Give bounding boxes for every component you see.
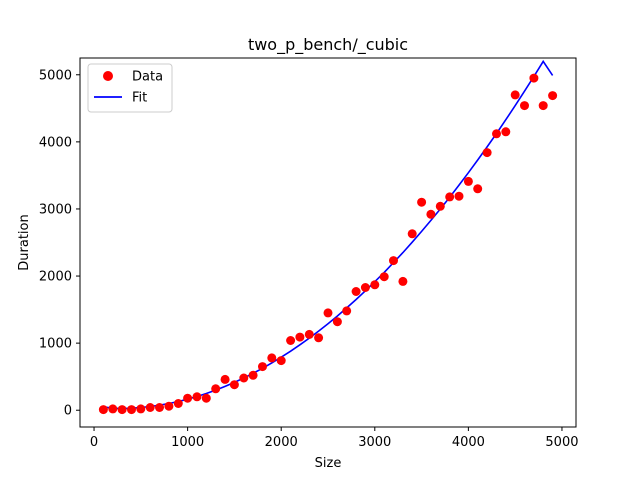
data-point <box>538 101 548 111</box>
data-point <box>379 272 389 282</box>
data-point <box>520 101 529 111</box>
data-point <box>548 91 558 101</box>
data-point <box>239 373 249 383</box>
x-tick-label: 2000 <box>265 435 298 450</box>
data-point <box>276 356 286 366</box>
legend-fit-label: Fit <box>132 91 147 106</box>
data-point <box>454 191 464 201</box>
data-point <box>360 283 370 292</box>
data-point <box>304 329 314 339</box>
y-tick-label: 4000 <box>39 135 72 150</box>
data-point <box>127 405 136 415</box>
y-tick-label: 1000 <box>39 337 72 352</box>
x-tick-label: 4000 <box>452 435 485 450</box>
x-tick-label: 5000 <box>545 435 578 450</box>
data-point <box>164 401 174 411</box>
data-point <box>258 362 267 372</box>
data-point <box>173 399 183 408</box>
data-point <box>463 176 473 186</box>
data-point <box>155 403 164 412</box>
data-point <box>108 404 118 414</box>
data-point <box>136 404 146 414</box>
data-point <box>510 90 520 100</box>
data-point <box>351 287 361 296</box>
data-point <box>370 280 380 290</box>
data-point <box>426 209 436 219</box>
x-tick-label: 3000 <box>358 435 391 450</box>
y-tick-label: 2000 <box>39 270 72 285</box>
data-point <box>183 393 193 403</box>
data-point <box>229 380 239 390</box>
x-tick-label: 1000 <box>171 435 204 450</box>
data-point <box>98 405 108 415</box>
data-point <box>286 336 296 345</box>
chart-title: two_p_bench/_cubic <box>248 35 408 55</box>
data-point <box>192 392 202 402</box>
data-point <box>501 127 511 137</box>
data-point <box>398 276 408 286</box>
data-point <box>435 201 445 211</box>
legend: Data Fit <box>87 63 173 113</box>
x-axis-label: Size <box>315 456 342 471</box>
data-point <box>473 184 483 194</box>
y-tick-label: 0 <box>64 404 72 419</box>
data-point <box>211 384 221 394</box>
data-point <box>342 306 352 316</box>
data-point <box>201 393 211 403</box>
data-point <box>323 308 333 318</box>
data-point <box>145 403 155 412</box>
legend-data-marker <box>103 71 113 81</box>
data-point <box>389 256 398 266</box>
y-axis-label: Duration <box>17 214 32 270</box>
data-point <box>314 333 324 343</box>
x-tick-label: 0 <box>90 435 98 450</box>
plot-area <box>98 59 558 415</box>
data-point <box>529 73 539 83</box>
data-point <box>295 332 305 342</box>
axis-ticks: 0 1000 2000 3000 4000 5000 0 1000 2000 3000 4000 50… <box>39 68 579 450</box>
data-point <box>267 353 277 363</box>
data-point <box>445 192 455 202</box>
data-point <box>417 197 427 207</box>
data-point <box>117 405 127 415</box>
data-point <box>482 148 492 158</box>
data-point <box>407 229 417 239</box>
data-point <box>220 374 230 384</box>
y-tick-label: 5000 <box>39 68 72 83</box>
data-point <box>248 370 258 380</box>
y-tick-label: 3000 <box>39 202 72 217</box>
data-point <box>332 317 342 327</box>
axes-frame <box>79 57 577 428</box>
data-point <box>492 129 501 139</box>
legend-data-label: Data <box>132 70 163 85</box>
